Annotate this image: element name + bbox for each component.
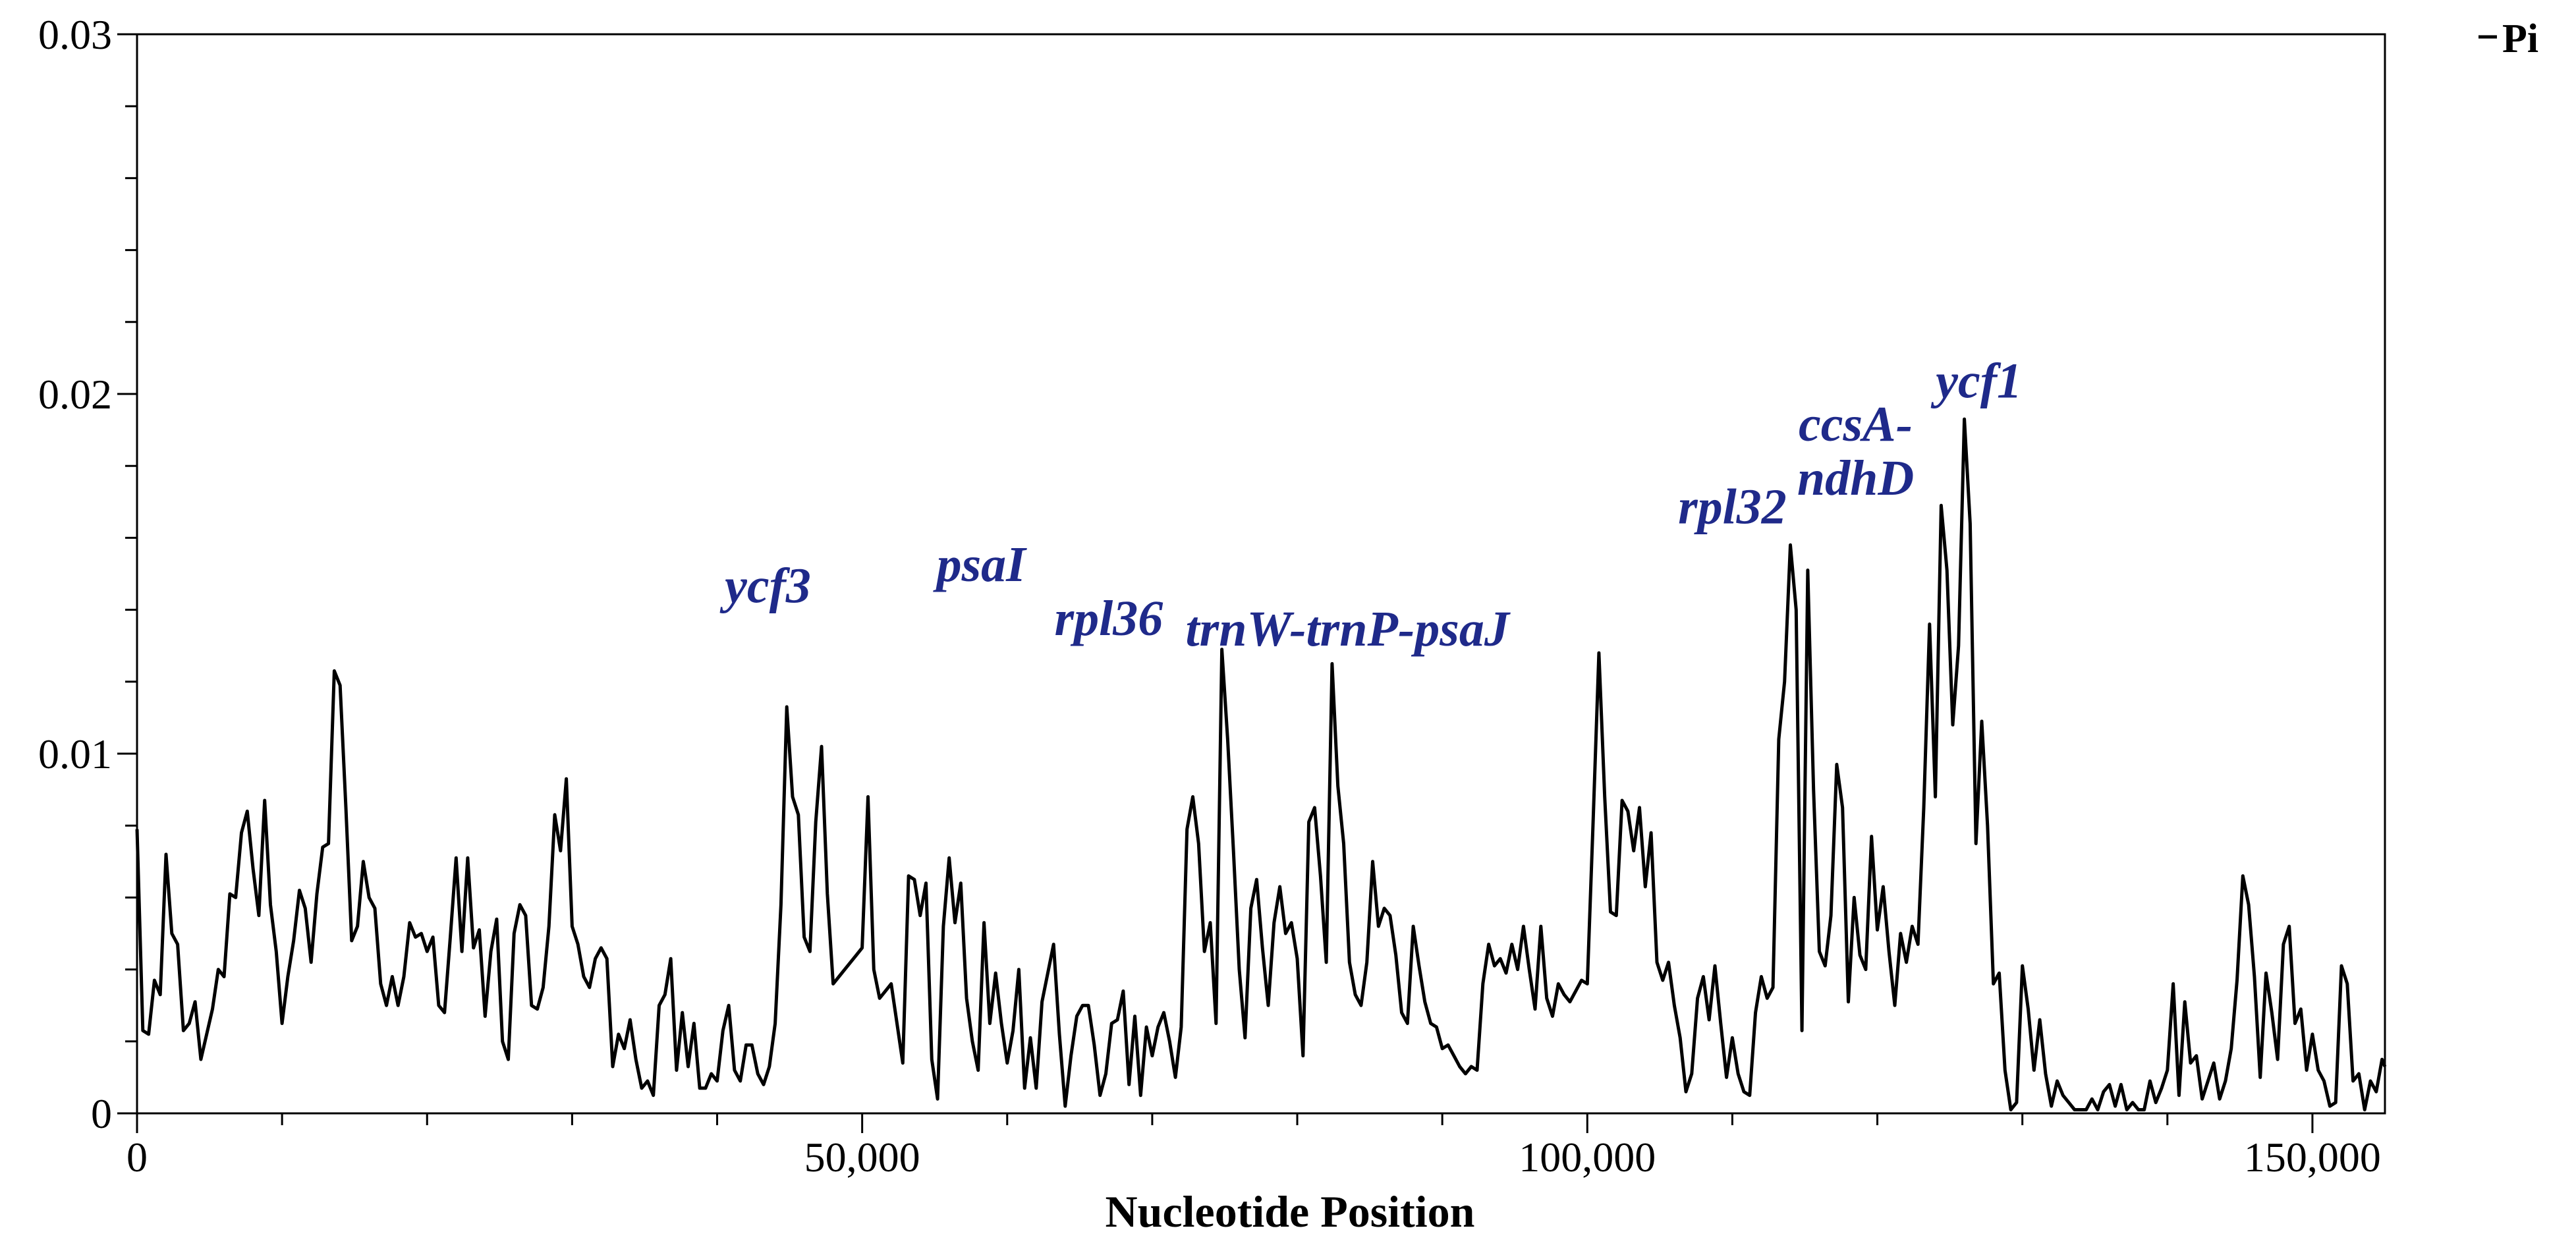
annotation-label: ccsA-: [1799, 397, 1913, 452]
annotation-label: rpl32: [1678, 480, 1787, 535]
y-tick-label: 0.01: [38, 731, 112, 777]
y-tick-label: 0.02: [38, 371, 112, 418]
annotation-label: psaI: [933, 537, 1028, 592]
x-tick-label: 50,000: [804, 1134, 920, 1181]
x-tick-label: 0: [126, 1134, 148, 1181]
plot-area-frame: [136, 33, 2386, 1115]
x-tick-label: 100,000: [1519, 1134, 1656, 1181]
y-tick-label: 0.03: [38, 11, 112, 58]
x-axis: 0 50,000 100,000 150,000: [126, 1113, 2381, 1181]
y-axis: 0 0.01 0.02 0.03: [38, 11, 137, 1137]
x-axis-title: Nucleotide Position: [1106, 1186, 1475, 1237]
y-tick-label: 0: [91, 1090, 112, 1137]
series-line-pi: [135, 417, 2387, 1111]
legend-label-pi: Pi: [2502, 16, 2538, 61]
x-tick-label: 150,000: [2244, 1134, 2381, 1181]
legend: Pi: [2478, 16, 2538, 61]
annotation-label: ndhD: [1797, 451, 1914, 506]
annotation-label: rpl36: [1055, 591, 1163, 646]
annotation-label: ycf3: [719, 559, 811, 614]
annotation-label: ycf1: [1930, 353, 2022, 408]
annotation-labels: ycf3 psaI rpl36 trnW-trnP-psaJ rpl32ccsA-ndh…: [719, 353, 2022, 657]
annotation-label: trnW-trnP-psaJ: [1186, 601, 1511, 657]
